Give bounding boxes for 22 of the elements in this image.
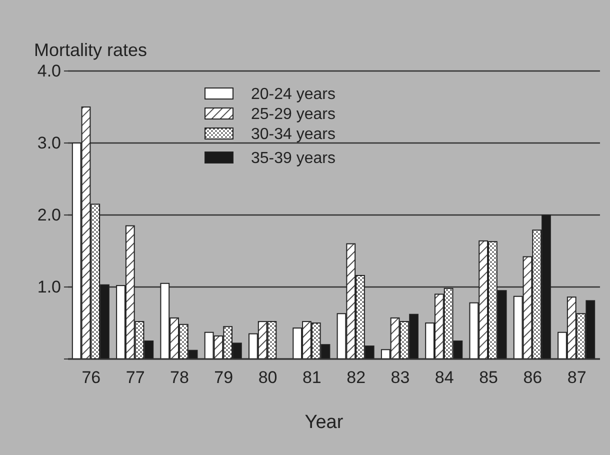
legend-label: 20-24 years: [251, 86, 336, 103]
x-tick-label: 85: [479, 368, 498, 388]
legend-label: 30-34 years: [251, 126, 336, 143]
x-tick-label: 82: [346, 368, 366, 388]
x-axis-title: Year: [304, 412, 344, 433]
legend-label: 25-29 years: [251, 106, 336, 123]
x-tick-label: 81: [302, 368, 322, 388]
y-tick-label: 4.0: [37, 61, 61, 80]
y-tick-label: 2.0: [37, 205, 61, 224]
x-tick-label: 78: [170, 368, 189, 388]
x-tick-label: 79: [214, 368, 234, 388]
x-tick-label: 86: [523, 368, 542, 388]
x-tick-label: 83: [390, 368, 410, 388]
y-tick-label: 3.0: [37, 133, 61, 152]
x-tick-label: 80: [258, 368, 278, 388]
y-axis-title: Mortality rates: [34, 40, 148, 60]
x-tick-label: 87: [567, 368, 586, 388]
legend-label: 35-39 years: [251, 150, 336, 167]
x-tick-label: 76: [82, 368, 101, 388]
x-tick-label: 77: [126, 368, 145, 388]
x-tick-label: 84: [434, 368, 454, 388]
y-tick-label: 1.0: [37, 277, 61, 296]
